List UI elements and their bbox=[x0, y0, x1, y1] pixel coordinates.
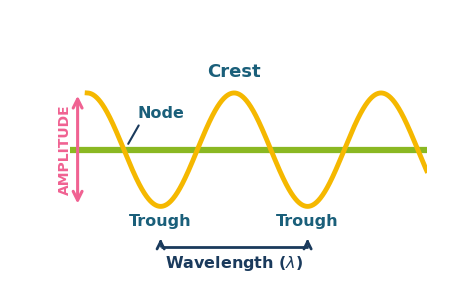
Text: Trough: Trough bbox=[129, 214, 192, 229]
Text: Crest: Crest bbox=[207, 63, 261, 81]
Text: Wavelength ($\lambda$): Wavelength ($\lambda$) bbox=[165, 254, 303, 273]
Text: Node: Node bbox=[137, 107, 184, 121]
Text: AMPLITUDE: AMPLITUDE bbox=[58, 104, 72, 195]
Text: Trough: Trough bbox=[276, 214, 339, 229]
